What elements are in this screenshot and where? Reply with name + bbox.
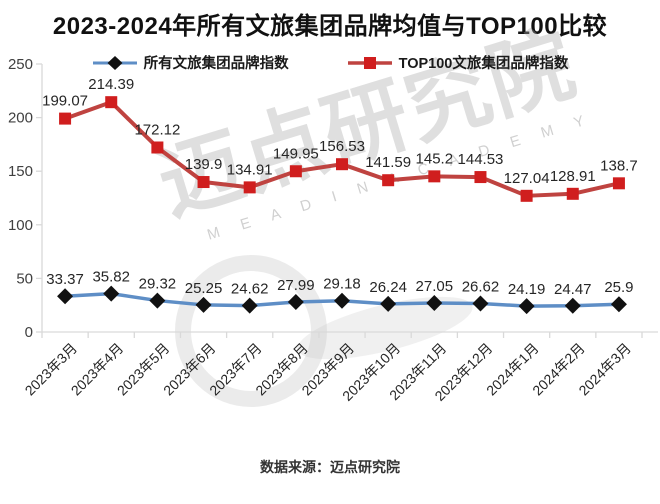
svg-text:139.9: 139.9 [185,156,223,173]
svg-text:50: 50 [16,270,33,287]
svg-text:214.39: 214.39 [88,76,134,93]
svg-text:200: 200 [8,110,33,127]
chart-title: 2023-2024年所有文旅集团品牌均值与TOP100比较 [52,13,608,40]
blue-line-diamond-icon [92,55,137,70]
legend: 所有文旅集团品牌指数 TOP100文旅集团品牌指数 [0,52,660,73]
svg-text:145.2: 145.2 [416,150,454,167]
svg-text:25.9: 25.9 [604,279,633,296]
svg-text:100: 100 [8,217,33,234]
svg-text:144.53: 144.53 [458,151,504,168]
svg-text:149.95: 149.95 [273,145,319,162]
svg-text:172.12: 172.12 [134,121,180,138]
svg-text:24.47: 24.47 [554,281,592,298]
svg-text:138.7: 138.7 [600,157,638,174]
svg-text:35.82: 35.82 [92,269,130,286]
svg-text:27.99: 27.99 [277,277,315,294]
svg-text:27.05: 27.05 [416,278,454,295]
svg-text:199.07: 199.07 [42,93,88,110]
svg-text:29.32: 29.32 [139,276,177,293]
legend-label-top100: TOP100文旅集团品牌指数 [398,56,569,72]
svg-text:141.59: 141.59 [365,154,411,171]
svg-text:127.04: 127.04 [504,170,550,187]
legend-item-top100[interactable]: TOP100文旅集团品牌指数 [347,52,569,73]
svg-text:134.91: 134.91 [227,161,273,178]
series-0: 33.37 35.82 29.32 25.25 24.62 27.99 29.18 26.24… [46,269,634,315]
svg-text:29.18: 29.18 [323,276,361,293]
svg-text:0: 0 [25,324,33,341]
svg-text:33.37: 33.37 [46,271,84,288]
data-source: 数据来源：迈点研究院 [260,459,400,475]
svg-text:24.19: 24.19 [508,281,546,298]
svg-text:26.24: 26.24 [369,279,407,296]
line-chart: 0501001502002502023年3月2023年4月2023年5月2023… [8,56,658,404]
svg-text:25.25: 25.25 [185,280,223,297]
legend-item-all-groups[interactable]: 所有文旅集团品牌指数 [92,52,289,73]
svg-text:24.62: 24.62 [231,281,269,298]
svg-text:156.53: 156.53 [319,138,365,155]
svg-text:128.91: 128.91 [550,168,596,185]
axes: 0501001502002502023年3月2023年4月2023年5月2023… [8,56,658,404]
svg-text:250: 250 [8,56,33,73]
red-line-square-icon [347,56,392,69]
legend-label-all-groups: 所有文旅集团品牌指数 [143,56,289,72]
svg-text:150: 150 [8,163,33,180]
svg-text:26.62: 26.62 [462,278,500,295]
